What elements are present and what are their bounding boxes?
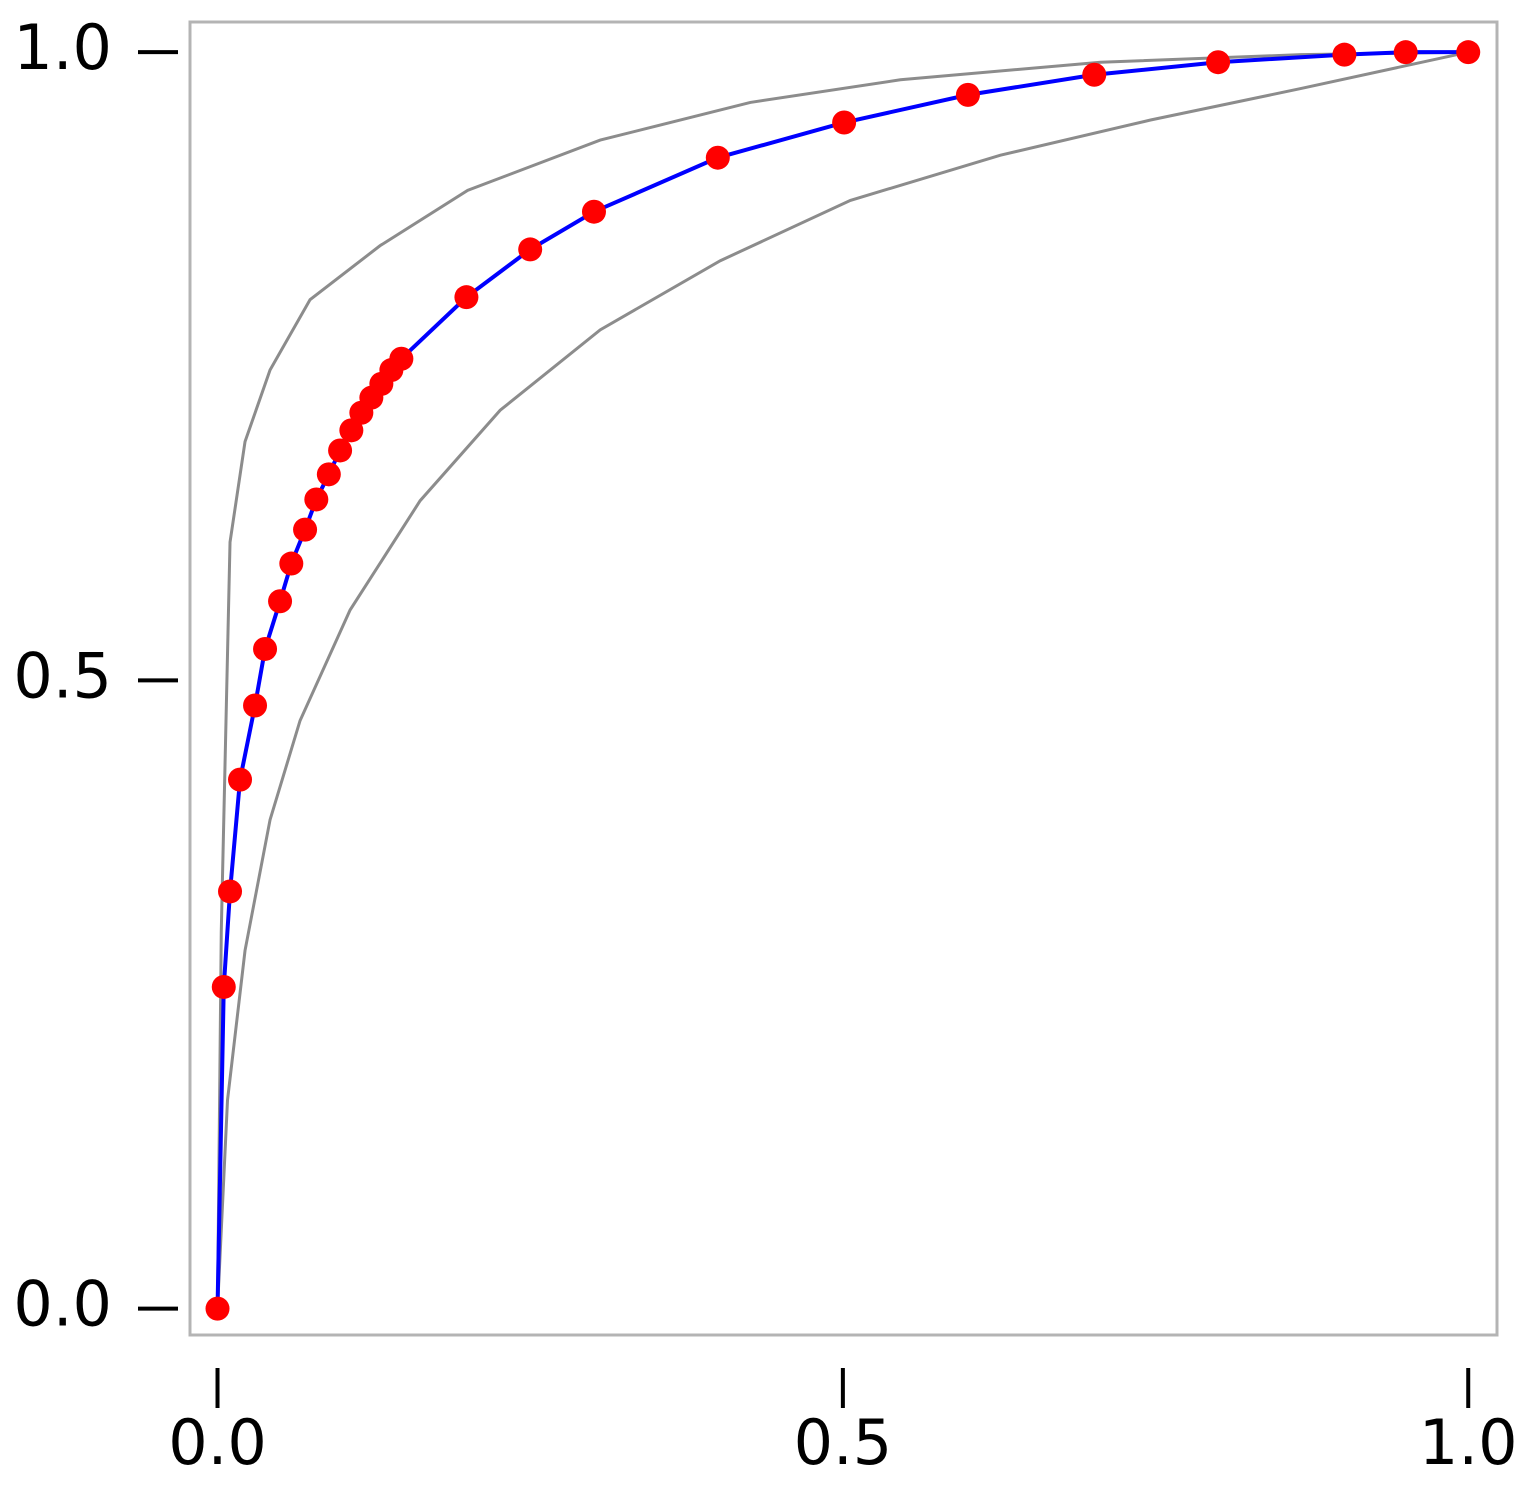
series-line (216, 50, 1469, 1309)
y-tick-label: 0.5 (13, 639, 112, 712)
point (211, 974, 236, 999)
point (518, 237, 543, 262)
point (293, 517, 318, 542)
point (832, 110, 857, 135)
point (328, 438, 353, 463)
point (228, 767, 253, 792)
x-tick-label: 1.0 (1419, 1406, 1518, 1479)
y-tick-label: 0.0 (13, 1268, 112, 1341)
point (304, 487, 329, 512)
series-line (216, 50, 1469, 1309)
point (454, 285, 479, 310)
point (253, 636, 278, 661)
point (1393, 40, 1418, 65)
point (955, 82, 980, 107)
x-tick-label: 0.0 (168, 1406, 267, 1479)
point (243, 693, 268, 718)
point (205, 1296, 230, 1321)
point (1456, 40, 1481, 65)
point (389, 346, 414, 371)
point (268, 589, 293, 614)
x-tick-label: 0.5 (794, 1406, 893, 1479)
point (1082, 62, 1107, 87)
point (218, 879, 243, 904)
plot-frame (188, 20, 1499, 1337)
point (581, 199, 606, 224)
point (1332, 42, 1357, 67)
point (705, 145, 730, 170)
y-tick-label: 1.0 (13, 11, 112, 84)
point (1206, 50, 1231, 75)
point (316, 462, 341, 487)
point (339, 418, 364, 443)
point (279, 551, 304, 576)
series-line (215, 50, 1469, 1309)
